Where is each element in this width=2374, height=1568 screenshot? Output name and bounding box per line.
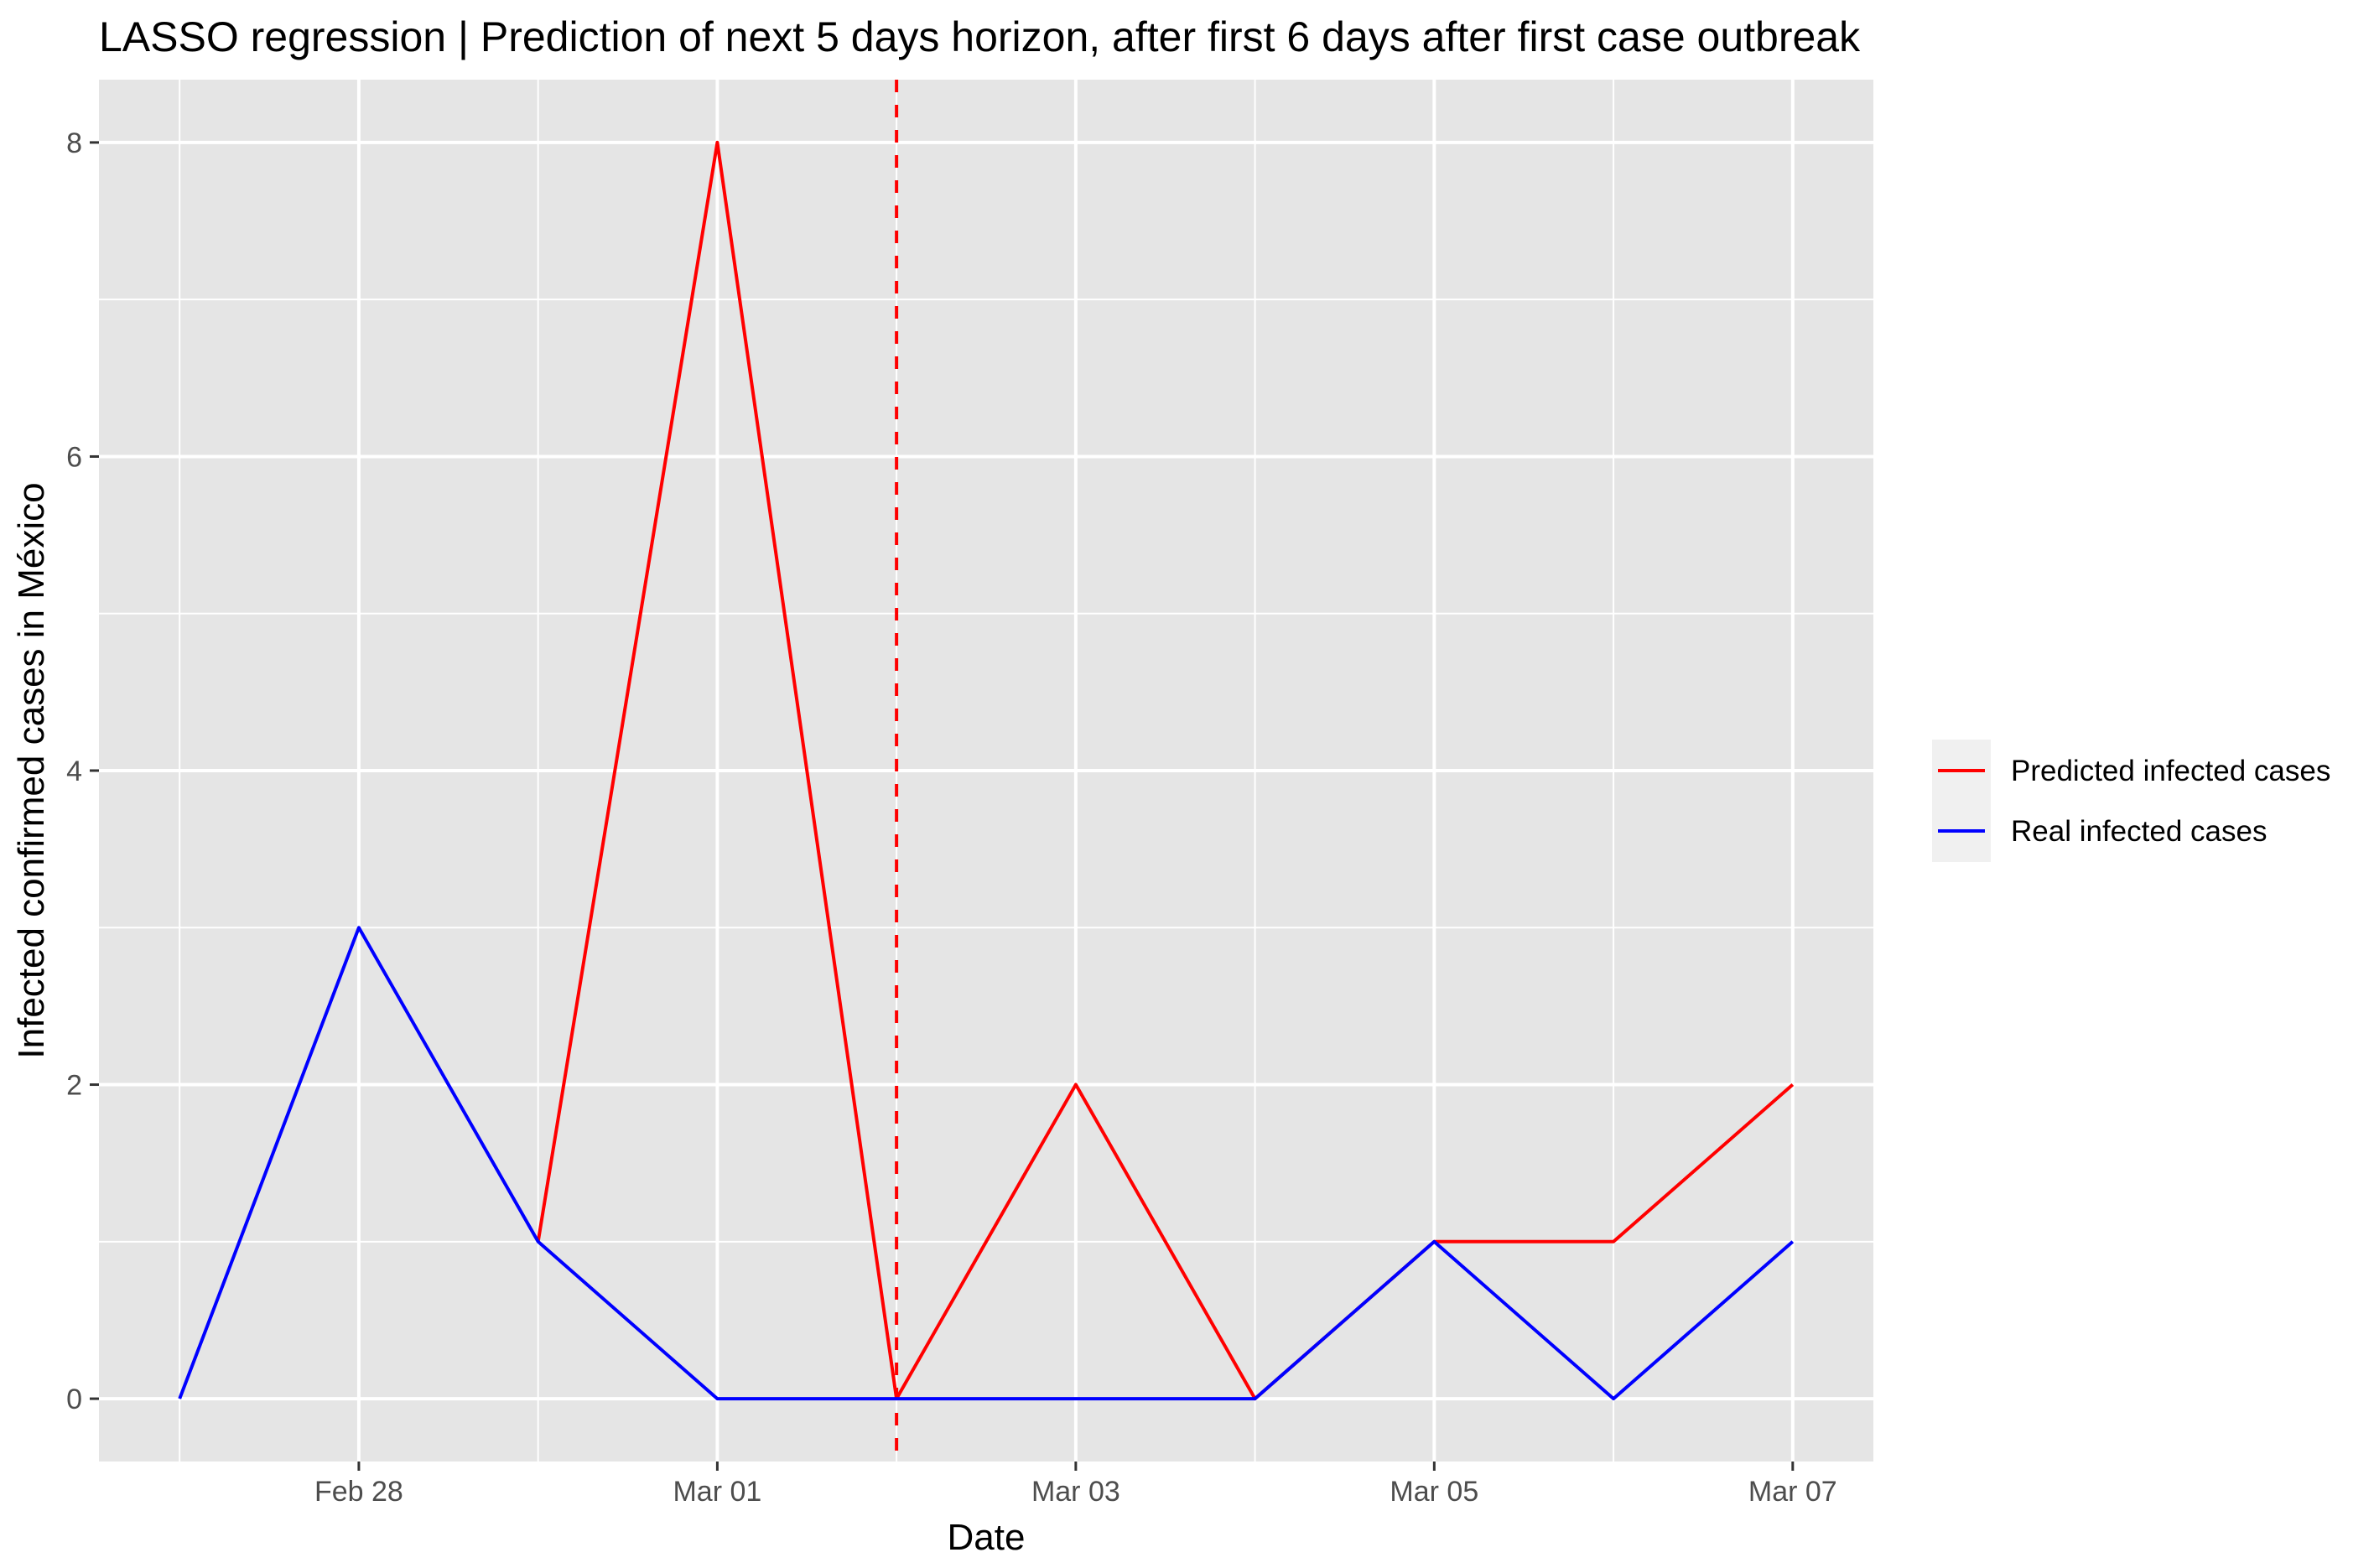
legend-keys-background <box>1932 740 1991 862</box>
x-tick-label: Mar 05 <box>1390 1476 1478 1508</box>
y-tick-label: 0 <box>66 1384 82 1415</box>
y-axis-title: Infected confirmed cases in México <box>11 482 52 1058</box>
x-tick-label: Mar 07 <box>1748 1476 1837 1508</box>
series-layer <box>178 140 1795 1401</box>
chart-title: LASSO regression | Prediction of next 5 … <box>99 13 1861 60</box>
y-tick-label: 6 <box>66 441 82 473</box>
y-tick-label: 8 <box>66 127 82 159</box>
legend: Predicted infected cases Real infected ca… <box>1932 740 2330 862</box>
y-tick-label: 2 <box>66 1070 82 1102</box>
x-tick-label: Feb 28 <box>314 1476 403 1508</box>
x-tick-label: Mar 03 <box>1031 1476 1120 1508</box>
legend-label-real: Real infected cases <box>2011 815 2267 848</box>
predicted-series-line <box>536 140 1795 1401</box>
legend-label-predicted: Predicted infected cases <box>2011 755 2330 787</box>
x-tick-label: Mar 01 <box>673 1476 761 1508</box>
y-axis: 0 2 4 6 8 <box>66 127 99 1415</box>
y-tick-label: 4 <box>66 755 82 787</box>
x-axis: Feb 28 Mar 01 Mar 03 Mar 05 Mar 07 <box>314 1462 1837 1508</box>
real-series-line <box>178 926 1795 1401</box>
x-axis-title: Date <box>948 1517 1026 1558</box>
